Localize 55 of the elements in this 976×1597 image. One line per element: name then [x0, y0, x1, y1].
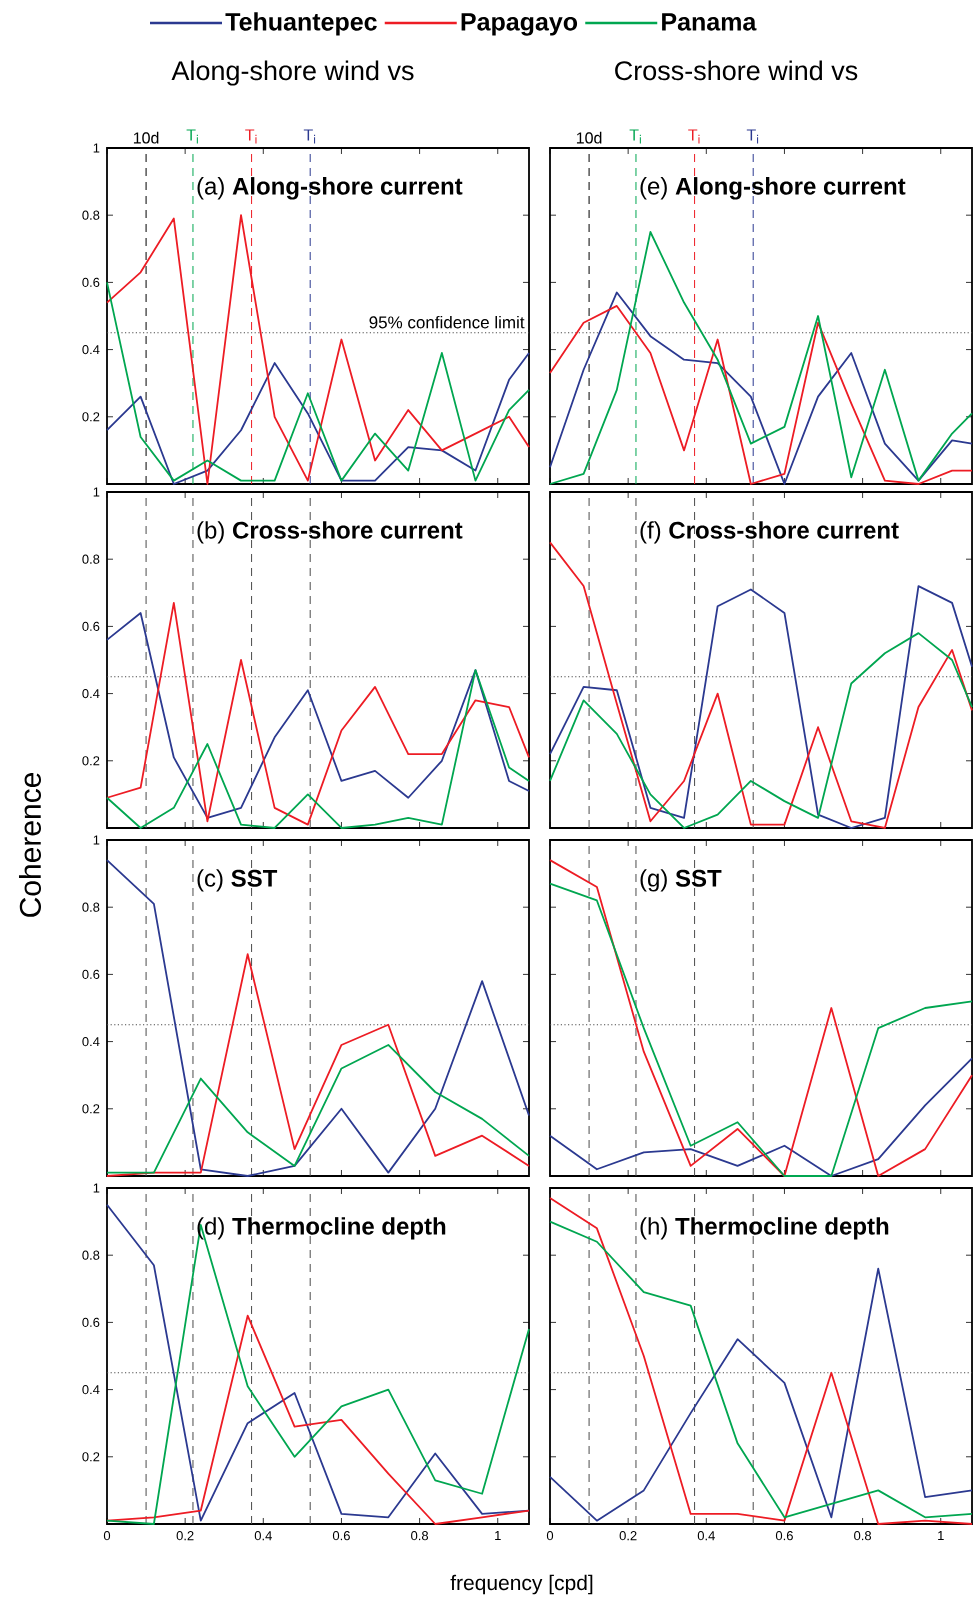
y-tick-label: 0.6	[82, 969, 100, 979]
x-tick-label: 1	[938, 1531, 944, 1541]
text: (e) Along-shore current	[640, 177, 906, 200]
text: (h) Thermocline depth	[640, 1217, 889, 1240]
x-axis-title: frequency [cpd]	[450, 1574, 593, 1595]
x-tick-label: 0.6	[332, 1531, 350, 1541]
y-tick-label: 0.4	[82, 689, 100, 699]
text: (f) Cross-shore current	[640, 521, 899, 544]
y-tick-label: 1	[93, 835, 100, 845]
ref-line-label: T$_{i}$	[186, 129, 198, 144]
x-tick-label: 0.4	[254, 1531, 272, 1541]
y-tick-label: 0.8	[82, 210, 100, 220]
ref-line-label: 10d	[133, 131, 159, 144]
y-tick-label: 0.2	[82, 756, 100, 766]
ref-line-label: T$_{i}$	[629, 129, 641, 144]
y-tick-label: 0.4	[82, 1385, 100, 1395]
x-tick-label: 0	[546, 1531, 554, 1541]
y-tick-label: 0.4	[82, 1037, 100, 1047]
y-tick-label: 0.6	[82, 1317, 100, 1327]
y-tick-label: 1	[93, 487, 100, 497]
y-tick-label: 0.8	[82, 554, 100, 564]
y-tick-label: 1	[93, 1183, 100, 1193]
y-tick-label: 0.6	[82, 277, 100, 287]
legend-label: Tehuantepec	[225, 12, 377, 36]
y-tick-label: 0.2	[82, 412, 100, 422]
legend-label: Panama	[662, 13, 757, 31]
x-tick-label: 0.6	[775, 1531, 793, 1541]
y-tick-label: 0.2	[82, 1104, 100, 1114]
chart-subtitle: Along-shore wind vs	[171, 60, 414, 86]
chart-subtitle: Cross-shore wind vs	[615, 60, 858, 81]
x-tick-label: 1	[495, 1531, 501, 1541]
text: (b) Cross-shore current	[197, 521, 463, 544]
x-tick-label: 0.8	[854, 1531, 872, 1541]
ref-line-label: 10d	[576, 131, 602, 144]
y-axis-title: Coherence	[18, 772, 42, 917]
ref-line-label: T$_{i}$	[245, 129, 257, 144]
text: (g) SST	[640, 869, 722, 892]
y-tick-label: 0.4	[82, 345, 100, 355]
text: (c) SST	[197, 869, 278, 892]
ref-line-label: T$_{i}$	[746, 129, 759, 144]
y-tick-label: 0.8	[82, 1250, 100, 1260]
x-tick-label: 0.2	[176, 1531, 194, 1541]
x-tick-label: 0.2	[619, 1531, 637, 1541]
y-tick-label: 0.8	[82, 902, 100, 912]
ref-line-label: T$_{i}$	[303, 129, 316, 144]
y-tick-label: 0.6	[82, 621, 100, 631]
y-tick-label: 0.2	[82, 1452, 100, 1462]
y-tick-label: 1	[93, 143, 100, 153]
x-tick-label: 0	[103, 1531, 111, 1541]
ref-line-label: 95% confidence limit	[369, 315, 525, 329]
x-tick-label: 0.8	[411, 1531, 429, 1541]
ref-line-label: T$_{i}$	[688, 129, 700, 144]
text: (a) Along-shore current	[197, 177, 463, 200]
x-tick-label: 0.4	[697, 1531, 715, 1541]
legend-label: Papagayo	[461, 13, 578, 36]
